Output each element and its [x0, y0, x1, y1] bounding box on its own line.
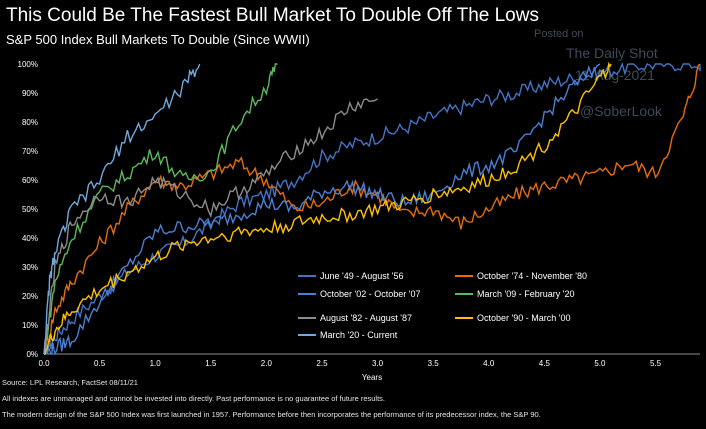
y-tick-label: 30% — [22, 263, 38, 272]
x-tick-label: 2.0 — [261, 359, 273, 368]
legend-label: October '90 - March '00 — [477, 313, 570, 323]
x-tick-label: 3.5 — [428, 359, 440, 368]
y-tick-label: 10% — [22, 321, 38, 330]
y-tick-label: 80% — [22, 118, 38, 127]
x-tick-label: 1.0 — [150, 359, 162, 368]
x-tick-label: 3.0 — [372, 359, 384, 368]
series-line — [43, 61, 701, 355]
y-tick-label: 90% — [22, 89, 38, 98]
y-tick-label: 100% — [18, 60, 38, 69]
x-axis-title: Years — [362, 373, 382, 382]
y-tick-label: 40% — [22, 234, 38, 243]
x-tick-label: 2.5 — [316, 359, 328, 368]
watermark-handle: @SoberLook — [580, 103, 662, 119]
y-tick-label: 50% — [22, 205, 38, 214]
series-line — [44, 63, 601, 356]
legend: June '49 - August '56 October '74 - Novem… — [298, 271, 587, 340]
series-line — [44, 63, 701, 355]
footer-source: Source: LPL Research, FactSet 08/11/21 — [2, 378, 138, 387]
series-line — [43, 98, 378, 355]
legend-label: October '74 - November '80 — [477, 271, 587, 281]
y-tick-label: 70% — [22, 147, 38, 156]
watermark-source: The Daily Shot — [566, 45, 658, 61]
legend-label: October '02 - October '07 — [320, 289, 421, 299]
series-line — [44, 61, 612, 355]
footer-note: The modern design of the S&P 500 Index w… — [2, 410, 541, 419]
y-tick-label: 20% — [22, 292, 38, 301]
series-line — [43, 63, 201, 355]
legend-label: June '49 - August '56 — [320, 271, 404, 281]
watermark-posted-on: Posted on — [534, 28, 584, 40]
x-tick-label: 4.5 — [539, 359, 551, 368]
x-tick-label: 0.0 — [38, 359, 50, 368]
series-lines — [43, 61, 701, 356]
series-line — [43, 63, 278, 355]
y-axis: 0% 10% 20% 30% 40% 50% 60% 70% 80% 90% 100% — [18, 60, 38, 359]
x-tick-label: 0.5 — [94, 359, 106, 368]
x-axis: 0.0 0.5 1.0 1.5 2.0 2.5 3.0 3.5 4.0 4.5 5.0 5.5 — [38, 353, 700, 368]
legend-label: March '09 - February '20 — [477, 289, 574, 299]
x-tick-label: 4.0 — [483, 359, 495, 368]
x-tick-label: 5.0 — [594, 359, 606, 368]
footer-disclaimer: All indexes are unmanaged and cannot be … — [2, 394, 386, 403]
y-tick-label: 60% — [22, 176, 38, 185]
legend-label: March '20 - Current — [320, 330, 398, 340]
chart-title: This Could Be The Fastest Bull Market To… — [6, 5, 539, 26]
chart-subtitle: S&P 500 Index Bull Markets To Double (Si… — [6, 32, 310, 47]
y-tick-label: 0% — [26, 350, 38, 359]
x-tick-label: 5.5 — [650, 359, 662, 368]
legend-label: August '82 - August '87 — [320, 313, 412, 323]
x-tick-label: 1.5 — [205, 359, 217, 368]
